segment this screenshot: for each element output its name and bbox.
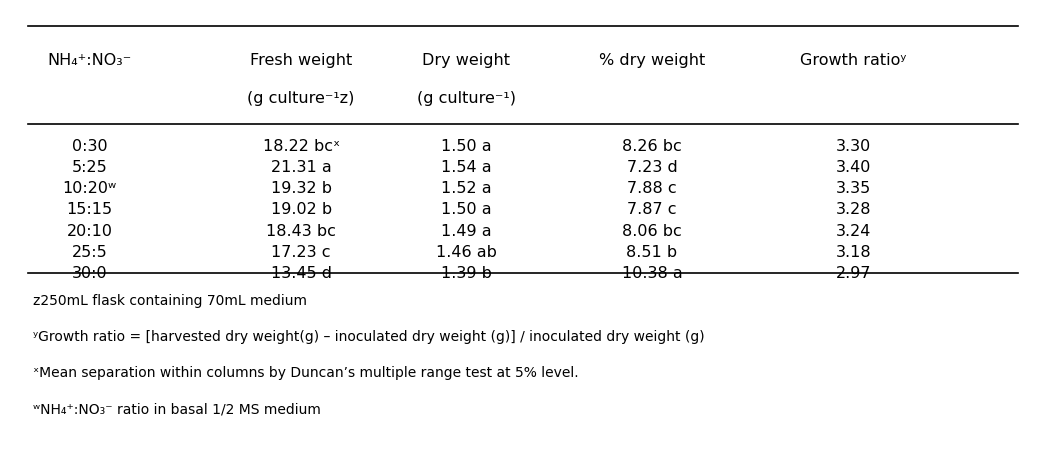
- Text: 8.06 bc: 8.06 bc: [622, 223, 682, 238]
- Text: 3.28: 3.28: [836, 202, 871, 217]
- Text: 18.43 bc: 18.43 bc: [266, 223, 336, 238]
- Text: ˣMean separation within columns by Duncan’s multiple range test at 5% level.: ˣMean separation within columns by Dunca…: [32, 366, 578, 379]
- Text: 17.23 c: 17.23 c: [271, 244, 331, 259]
- Text: 3.35: 3.35: [836, 181, 871, 196]
- Text: 15:15: 15:15: [67, 202, 113, 217]
- Text: 25:5: 25:5: [71, 244, 108, 259]
- Text: 19.32 b: 19.32 b: [271, 181, 332, 196]
- Text: 3.18: 3.18: [836, 244, 871, 259]
- Text: ʷNH₄⁺:NO₃⁻ ratio in basal 1/2 MS medium: ʷNH₄⁺:NO₃⁻ ratio in basal 1/2 MS medium: [32, 402, 321, 416]
- Text: 1.49 a: 1.49 a: [441, 223, 492, 238]
- Text: (g culture⁻¹): (g culture⁻¹): [416, 91, 516, 106]
- Text: 8.51 b: 8.51 b: [627, 244, 678, 259]
- Text: 21.31 a: 21.31 a: [271, 160, 332, 175]
- Text: 1.46 ab: 1.46 ab: [436, 244, 497, 259]
- Text: 1.52 a: 1.52 a: [441, 181, 492, 196]
- Text: 19.02 b: 19.02 b: [271, 202, 332, 217]
- Text: 10:20ʷ: 10:20ʷ: [63, 181, 117, 196]
- Text: NH₄⁺:NO₃⁻: NH₄⁺:NO₃⁻: [47, 53, 132, 68]
- Text: 7.87 c: 7.87 c: [628, 202, 677, 217]
- Text: % dry weight: % dry weight: [599, 53, 705, 68]
- Text: 3.40: 3.40: [836, 160, 871, 175]
- Text: 3.30: 3.30: [836, 138, 871, 153]
- Text: Growth ratioʸ: Growth ratioʸ: [800, 53, 907, 68]
- Text: 13.45 d: 13.45 d: [271, 265, 332, 280]
- Text: 0:30: 0:30: [72, 138, 108, 153]
- Text: 1.54 a: 1.54 a: [441, 160, 492, 175]
- Text: 18.22 bcˣ: 18.22 bcˣ: [263, 138, 340, 153]
- Text: 1.39 b: 1.39 b: [440, 265, 492, 280]
- Text: 1.50 a: 1.50 a: [441, 202, 492, 217]
- Text: 1.50 a: 1.50 a: [441, 138, 492, 153]
- Text: 7.23 d: 7.23 d: [627, 160, 678, 175]
- Text: 30:0: 30:0: [72, 265, 108, 280]
- Text: ʸGrowth ratio = [harvested dry weight(g) – inoculated dry weight (g)] / inoculat: ʸGrowth ratio = [harvested dry weight(g)…: [32, 329, 704, 344]
- Text: Dry weight: Dry weight: [423, 53, 510, 68]
- Text: 20:10: 20:10: [67, 223, 113, 238]
- Text: 3.24: 3.24: [836, 223, 871, 238]
- Text: 5:25: 5:25: [71, 160, 108, 175]
- Text: 10.38 a: 10.38 a: [621, 265, 682, 280]
- Text: ᴢ250mL flask containing 70mL medium: ᴢ250mL flask containing 70mL medium: [32, 293, 306, 307]
- Text: 8.26 bc: 8.26 bc: [622, 138, 682, 153]
- Text: (g culture⁻¹ᴢ): (g culture⁻¹ᴢ): [248, 91, 355, 106]
- Text: 7.88 c: 7.88 c: [628, 181, 677, 196]
- Text: 2.97: 2.97: [836, 265, 871, 280]
- Text: Fresh weight: Fresh weight: [250, 53, 353, 68]
